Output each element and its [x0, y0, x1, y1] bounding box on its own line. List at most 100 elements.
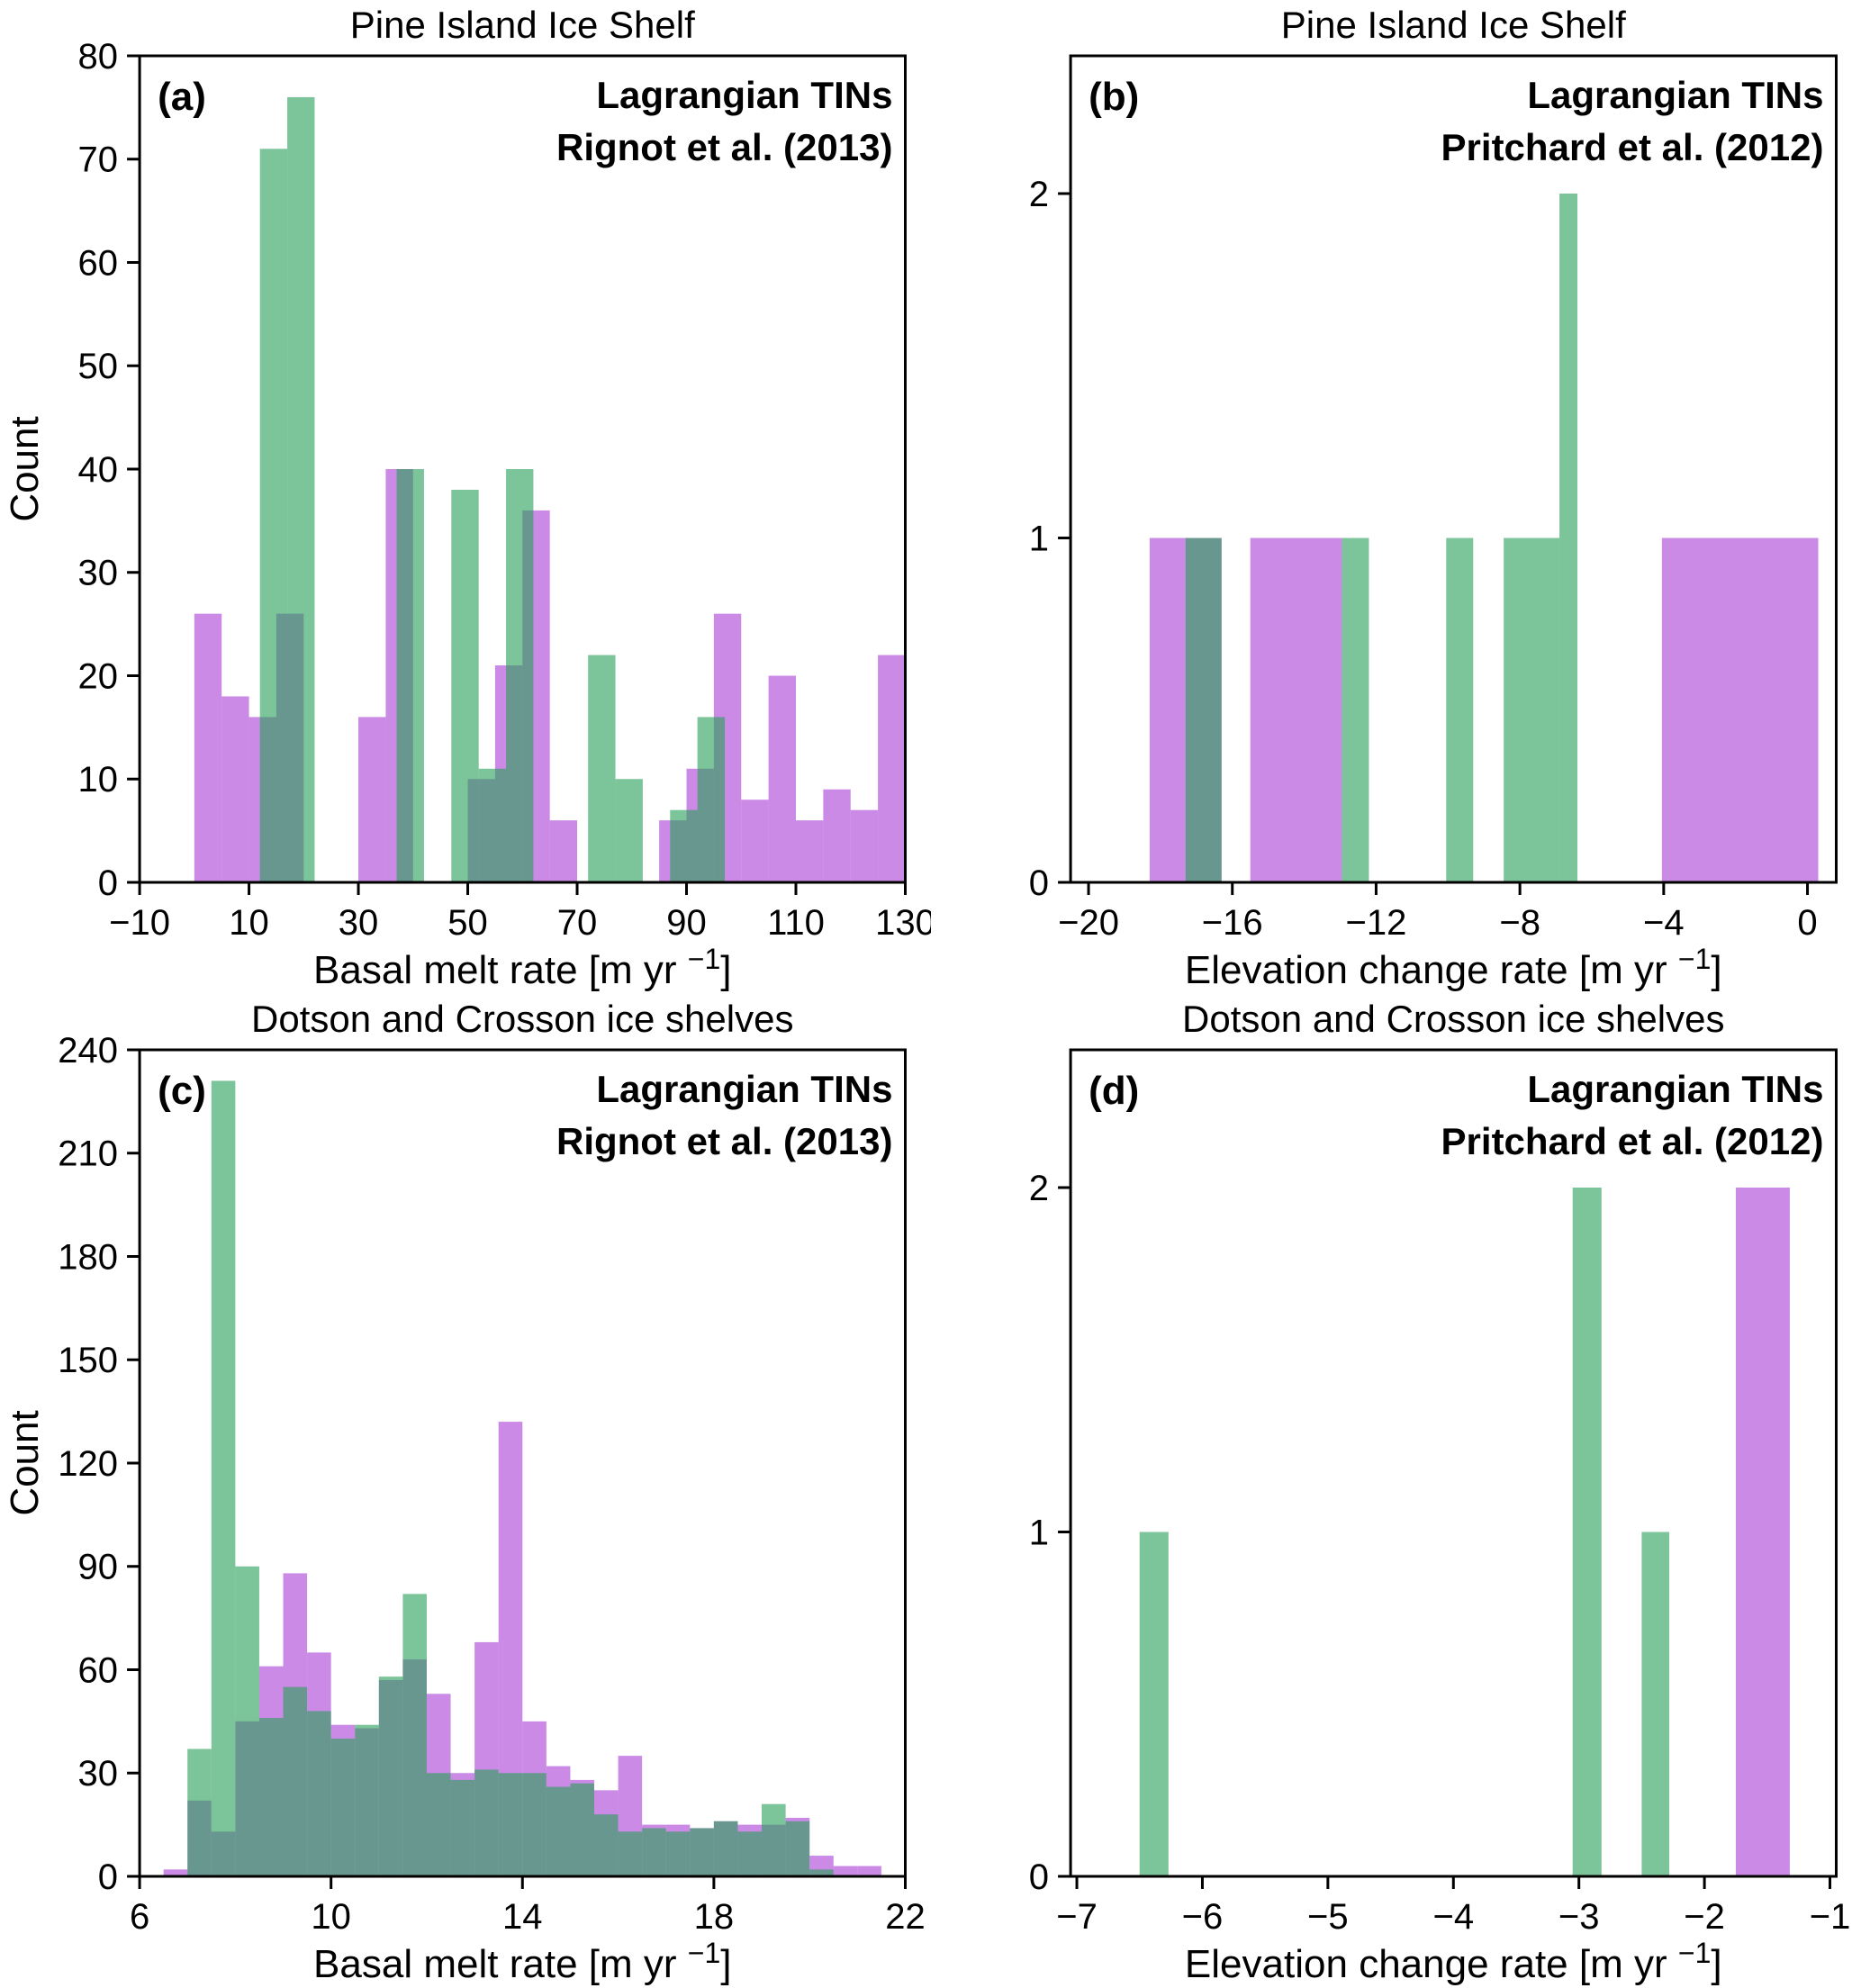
histogram-bar-purple — [358, 717, 386, 882]
legend-entry-purple: Lagrangian TINs — [1527, 74, 1823, 116]
histogram-bar-green — [451, 489, 479, 882]
y-tick-label: 20 — [78, 657, 119, 697]
histogram-bar-green — [1139, 1532, 1169, 1876]
x-axis-label: Basal melt rate [m yr −1] — [313, 1937, 732, 1986]
legend-entry-green: Pritchard et al. (2012) — [1441, 1120, 1823, 1162]
histogram-bar-green — [396, 469, 424, 882]
y-tick-label: 30 — [78, 1754, 119, 1794]
panel-title: Dotson and Crosson ice shelves — [1182, 998, 1724, 1040]
x-tick-label: 10 — [229, 903, 269, 943]
histogram-bar-purple — [850, 809, 879, 882]
histogram-bar-green — [665, 1831, 691, 1876]
histogram-bar-purple — [1661, 538, 1819, 882]
panel-title: Pine Island Ice Shelf — [350, 4, 695, 46]
histogram-bar-green — [1572, 1188, 1602, 1876]
x-tick-label: −2 — [1684, 1897, 1725, 1937]
axes-frame — [1069, 54, 1838, 884]
x-axis-label: Elevation change rate [m yr −1] — [1184, 1937, 1721, 1986]
panel-d: −7 −6 −5 −4 −3 −2 −1 0 1 2 Dotson and Crosson ice … — [931, 994, 1861, 1988]
x-tick-label: 90 — [666, 903, 707, 943]
histogram-bar-green — [737, 1831, 763, 1876]
panel-letter: (a) — [158, 75, 206, 119]
histogram-bar-green — [402, 1594, 427, 1876]
x-tick-label: −5 — [1307, 1897, 1349, 1937]
y-tick-label: 0 — [1028, 863, 1048, 903]
histogram-bar-green — [809, 1869, 834, 1876]
x-tick-label: 110 — [767, 903, 825, 943]
x-tick-label: 30 — [339, 903, 379, 943]
histogram-bar-green — [450, 1779, 475, 1876]
panel-a: −10 10 30 50 70 90 110 130 0 10 20 30 40 50 60 70 80 Pine… — [0, 0, 930, 994]
histogram-bar-purple — [823, 789, 851, 882]
y-tick-label: 90 — [78, 1548, 119, 1587]
legend-entry-purple: Lagrangian TINs — [596, 74, 892, 116]
y-tick-label: 2 — [1028, 1169, 1048, 1208]
x-tick-label: −16 — [1201, 903, 1262, 943]
x-tick-label: 6 — [130, 1897, 149, 1937]
legend-entry-purple: Lagrangian TINs — [1527, 1068, 1823, 1110]
histogram-bar-green — [762, 1803, 786, 1876]
x-axis-label: Elevation change rate [m yr −1] — [1184, 943, 1721, 992]
histogram-bar-green — [498, 1773, 523, 1876]
histogram-bar-green — [1503, 538, 1559, 882]
histogram-bar-green — [355, 1724, 379, 1876]
histogram-bar-green — [426, 1773, 451, 1876]
x-tick-label: −7 — [1056, 1897, 1098, 1937]
histogram-bar-green — [546, 1786, 571, 1876]
y-tick-label: 0 — [98, 1857, 118, 1897]
histogram-bar-green — [588, 655, 616, 882]
histogram-bar-purple — [221, 696, 249, 882]
histogram-bar-green — [258, 1718, 284, 1876]
panel-c: 6 10 14 18 22 0 30 60 90 120 150 180 210 240 Dotson an… — [0, 994, 931, 1988]
x-tick-label: 22 — [885, 1897, 926, 1937]
histogram-bar-purple — [1250, 538, 1342, 882]
y-tick-label: 60 — [78, 1651, 119, 1691]
histogram-bar-green — [307, 1711, 331, 1876]
histogram-bar-green — [570, 1783, 595, 1876]
histogram-bar-green — [474, 1769, 499, 1876]
y-axis-label: Count — [3, 416, 47, 521]
y-tick-label: 80 — [78, 37, 119, 77]
y-tick-label: 70 — [78, 140, 119, 180]
histogram-bar-purple — [857, 1866, 881, 1876]
panel-b: −20 −16 −12 −8 −4 0 0 1 2 Pine Island Ice Shelf (b… — [931, 0, 1861, 994]
panel-letter: (d) — [1089, 1069, 1139, 1113]
histogram-bar-green — [506, 469, 534, 882]
panel-title: Pine Island Ice Shelf — [1280, 4, 1625, 46]
histogram-bar-green — [259, 149, 288, 882]
histogram-bar-purple — [768, 675, 796, 882]
chart-b: −20 −16 −12 −8 −4 0 0 1 2 Pine Island Ice Shelf (b… — [1028, 4, 1838, 992]
x-tick-label: 70 — [557, 903, 598, 943]
histogram-bar-green — [1445, 538, 1473, 882]
x-tick-label: −1 — [1809, 1897, 1850, 1937]
y-tick-label: 0 — [1028, 1857, 1048, 1897]
histogram-bar-green — [1342, 538, 1369, 882]
legend-entry-green: Rignot et al. (2013) — [556, 1120, 892, 1162]
histogram-bar-green — [330, 1739, 356, 1876]
y-tick-label: 60 — [78, 244, 119, 284]
panel-letter: (b) — [1089, 75, 1139, 119]
x-tick-label: −10 — [109, 903, 170, 943]
chart-c: 6 10 14 18 22 0 30 60 90 120 150 180 210 240 Dotson an… — [3, 998, 926, 1986]
y-tick-label: 10 — [78, 760, 119, 800]
histogram-bar-green — [378, 1676, 403, 1876]
y-tick-label: 240 — [58, 1031, 118, 1071]
legend-entry-green: Pritchard et al. (2012) — [1441, 126, 1823, 168]
chart-d: −7 −6 −5 −4 −3 −2 −1 0 1 2 Dotson and Crosson ice … — [1028, 998, 1850, 1986]
histogram-bar-purple — [795, 820, 824, 882]
x-tick-label: 18 — [694, 1897, 735, 1937]
histogram-bar-purple — [163, 1869, 188, 1876]
legend-entry-green: Rignot et al. (2013) — [556, 126, 892, 168]
histogram-bar-purple — [194, 613, 222, 882]
histogram-bar-green — [594, 1814, 619, 1876]
y-tick-label: 0 — [98, 863, 118, 903]
chart-a: −10 10 30 50 70 90 110 130 0 10 20 30 40 50 60 70 80 Pine… — [3, 4, 930, 992]
y-tick-label: 210 — [58, 1134, 118, 1174]
axes-frame — [1069, 1048, 1838, 1878]
y-tick-label: 1 — [1028, 1514, 1048, 1553]
histogram-bar-green — [1185, 538, 1222, 882]
histogram-bar-purple — [549, 820, 578, 882]
x-tick-label: −6 — [1181, 1897, 1223, 1937]
x-tick-label: −8 — [1499, 903, 1540, 943]
